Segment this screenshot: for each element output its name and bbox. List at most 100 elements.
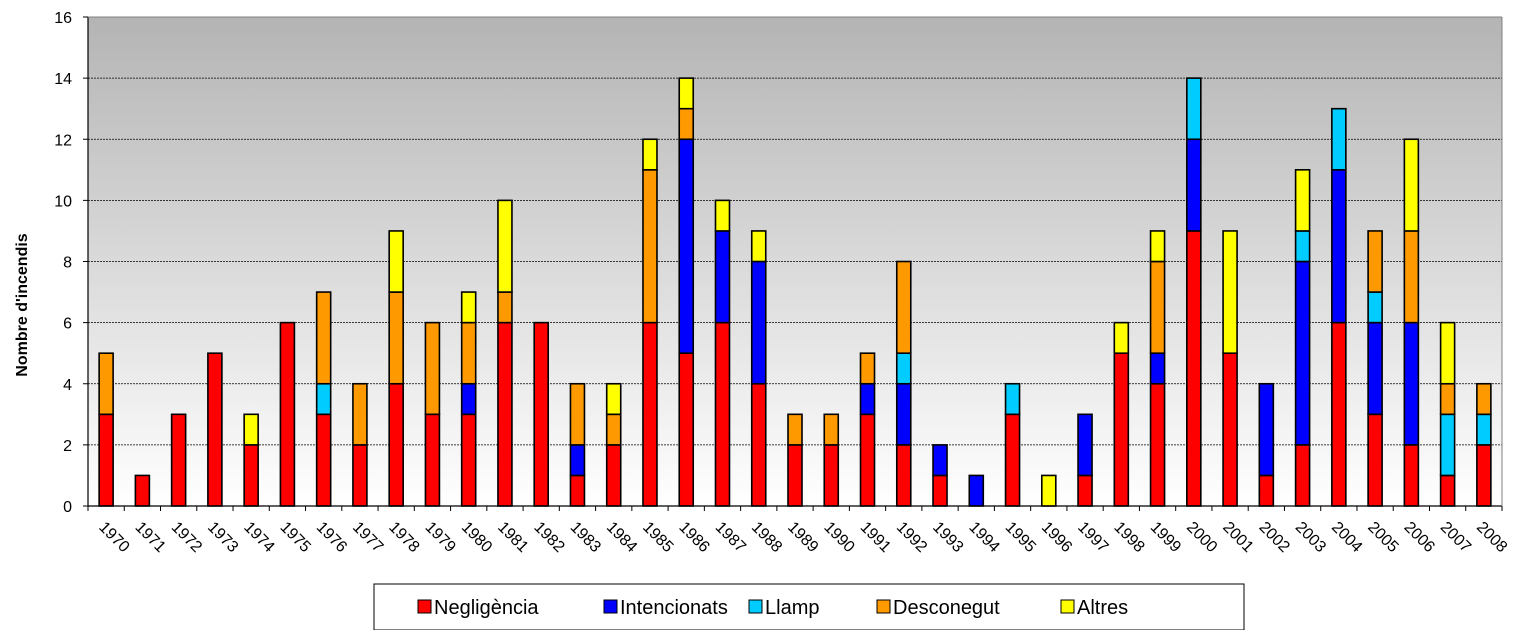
bar-segment-1993 — [932, 444, 948, 477]
bar-segment-1974 — [243, 413, 259, 446]
bar-segment-1981 — [497, 291, 513, 324]
y-tick-label: 14 — [54, 71, 72, 88]
bar-segment-1972 — [170, 413, 187, 507]
bar-segment-1993 — [932, 474, 948, 507]
bar-segment-1992 — [895, 260, 912, 354]
x-tick-label: 1976 — [313, 519, 350, 556]
bar-segment-1991 — [859, 382, 876, 416]
bar-segment-1970 — [98, 352, 114, 416]
y-tick-label: 12 — [54, 132, 72, 149]
x-tick-label: 1970 — [95, 519, 132, 556]
x-tick-label: 1996 — [1038, 519, 1075, 556]
legend-swatch — [748, 599, 763, 614]
x-tick-label: 1975 — [277, 519, 314, 556]
legend-label: Intencionats — [620, 597, 728, 619]
bar-segment-2008 — [1476, 444, 1492, 507]
bar-segment-1985 — [642, 138, 658, 171]
y-tick-label: 6 — [63, 316, 72, 333]
legend-swatch — [876, 599, 891, 614]
bar-segment-1970 — [98, 413, 114, 507]
x-tick-label: 1998 — [1110, 519, 1147, 556]
bar-segment-1999 — [1149, 352, 1166, 385]
legend-label: Altres — [1077, 597, 1128, 619]
bar-segment-2007 — [1439, 321, 1456, 385]
bar-segment-1989 — [787, 444, 803, 507]
x-tick-label: 1997 — [1074, 519, 1111, 556]
bar-segment-1987 — [714, 230, 731, 324]
x-tick-label: 1993 — [929, 519, 966, 556]
bar-segment-1992 — [895, 352, 912, 385]
bar-segment-1973 — [207, 352, 223, 507]
y-tick-label: 4 — [63, 377, 72, 394]
x-tick-label: 2006 — [1401, 519, 1438, 556]
x-tick-label: 1987 — [712, 519, 749, 556]
bar-segment-1998 — [1113, 352, 1130, 507]
bar-segment-1971 — [134, 474, 151, 507]
y-tick-labels: 0 2 4 6 8 10 12 14 16 — [54, 10, 88, 516]
legend-label: Desconegut — [893, 597, 1000, 619]
bar-segment-2006 — [1403, 230, 1420, 324]
bar-segment-1983 — [569, 474, 586, 507]
x-tick-label: 1995 — [1002, 519, 1039, 556]
bar-segment-2004 — [1331, 107, 1347, 171]
bar-segment-2002 — [1258, 474, 1275, 507]
bar-segment-1989 — [787, 413, 803, 446]
bar-segment-1979 — [424, 321, 441, 416]
bar-segment-1991 — [859, 352, 876, 385]
x-tick-label: 1983 — [567, 519, 604, 556]
bar-segment-1986 — [678, 138, 695, 354]
bar-segment-1988 — [750, 260, 767, 385]
bar-segment-2004 — [1331, 321, 1347, 507]
bar-segment-1998 — [1113, 321, 1130, 354]
x-tick-label: 1984 — [603, 519, 640, 556]
bar-segment-1999 — [1149, 260, 1166, 354]
bar-segment-2003 — [1294, 169, 1311, 232]
bar-segment-1997 — [1077, 413, 1093, 477]
bar-segment-2001 — [1222, 230, 1238, 354]
bar-segment-1976 — [315, 382, 332, 416]
bar-segment-1980 — [460, 321, 477, 385]
bar-segment-1991 — [859, 413, 876, 507]
bar-segment-2000 — [1186, 230, 1202, 507]
bar-segment-1981 — [497, 321, 513, 507]
bar-segment-2002 — [1258, 382, 1275, 477]
x-tick-label: 1990 — [820, 519, 857, 556]
x-tick-labels: 1970 1971 1972 1973 1974 1975 1976 1977 1978 1979… — [95, 519, 1510, 556]
x-tick-label: 2002 — [1256, 519, 1293, 556]
bar-segment-1983 — [569, 444, 586, 477]
bar-segment-1990 — [823, 413, 840, 446]
x-tick-label: 2000 — [1183, 519, 1220, 556]
bar-segment-1996 — [1040, 474, 1057, 507]
bar-segment-2003 — [1294, 260, 1311, 446]
bar-segment-1999 — [1149, 230, 1166, 263]
x-tick-label: 2003 — [1292, 519, 1329, 556]
bar-segment-1985 — [642, 321, 658, 507]
bar-segment-1981 — [497, 199, 513, 293]
bar-segment-2006 — [1403, 444, 1420, 507]
y-tick-label: 16 — [54, 10, 72, 27]
bar-segment-2008 — [1476, 382, 1492, 416]
x-tick-label: 1982 — [530, 519, 567, 556]
x-tick-label: 1991 — [857, 519, 894, 556]
x-tick-label: 1989 — [784, 519, 821, 556]
bar-segment-1976 — [315, 413, 332, 507]
legend-swatch — [417, 599, 432, 614]
y-tick-label: 10 — [54, 193, 72, 210]
bar-segment-2001 — [1222, 352, 1238, 507]
x-tick-label: 1980 — [458, 519, 495, 556]
bar-segment-1980 — [460, 291, 477, 324]
x-tick-label: 2004 — [1328, 519, 1365, 556]
bar-segment-1992 — [895, 444, 912, 507]
legend-swatch — [603, 599, 618, 614]
bar-segment-1977 — [352, 382, 368, 446]
bar-segment-1980 — [460, 413, 477, 507]
bar-segment-2005 — [1367, 413, 1383, 507]
bar-segment-2005 — [1367, 230, 1383, 293]
y-tick-label: 8 — [63, 255, 72, 272]
bar-segment-2003 — [1294, 444, 1311, 507]
bar-segment-1992 — [895, 382, 912, 446]
bar-segment-1990 — [823, 444, 840, 507]
y-tick-label: 2 — [63, 438, 72, 455]
bar-segment-1979 — [424, 413, 441, 507]
